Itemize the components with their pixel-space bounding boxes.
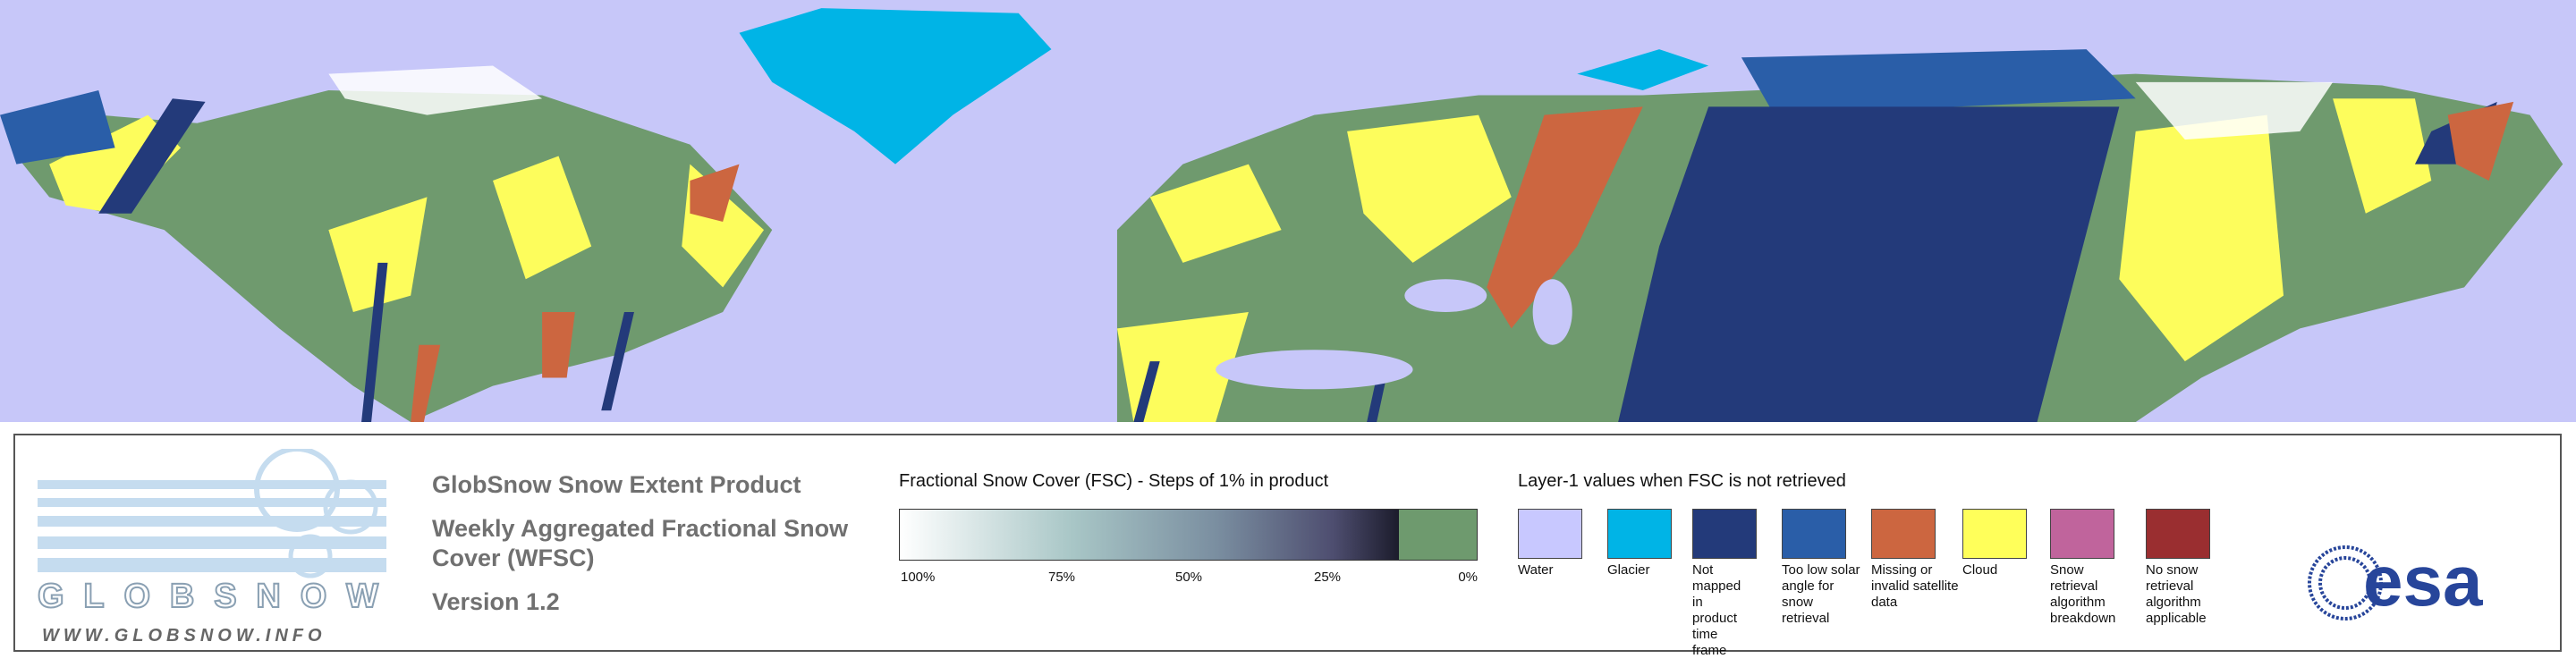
fsc-tick-label: 75%: [1047, 570, 1076, 585]
fsc-tick-label: 50%: [1174, 570, 1203, 585]
legend-label: Missing or invalid satellite data: [1871, 562, 1959, 610]
legend-swatch: [1607, 509, 1672, 559]
legend-swatch: [2146, 509, 2210, 559]
legend-label: Cloud: [1962, 562, 1998, 578]
legend-label: Not mapped in product time frame: [1692, 562, 1741, 658]
legend-swatch: [1871, 509, 1936, 559]
fsc-title: Fractional Snow Cover (FSC) - Steps of 1…: [899, 471, 1329, 491]
globsnow-logo: GLOBSNOW WWW.GLOBSNOW.INFO: [38, 449, 386, 646]
fsc-tick-label: 25%: [1313, 570, 1342, 585]
product-subtitle: Weekly Aggregated Fractional Snow Cover …: [432, 515, 849, 571]
legend-label: Water: [1518, 562, 1554, 578]
esa-text: esa: [2363, 543, 2483, 621]
legend-swatch: [1518, 509, 1582, 559]
logo-name: GLOBSNOW: [38, 578, 386, 615]
legend-label: Snow retrieval algorithm breakdown: [2050, 562, 2116, 626]
legend-swatch: [1782, 509, 1846, 559]
legend-panel: GLOBSNOW WWW.GLOBSNOW.INFO GlobSnow Snow…: [13, 434, 2562, 658]
layer1-title: Layer-1 values when FSC is not retrieved: [1518, 471, 1846, 491]
legend-swatch: [1962, 509, 2027, 559]
legend-swatch: [1692, 509, 1757, 559]
product-title: GlobSnow Snow Extent Product: [432, 471, 801, 498]
fsc-tick-label: 100%: [901, 570, 936, 585]
legend-label: No snow retrieval algorithm applicable: [2146, 562, 2207, 626]
logo-url: WWW.GLOBSNOW.INFO: [42, 626, 326, 646]
fsc-tick-label: 0%: [1458, 570, 1478, 585]
esa-logo: esa: [2308, 543, 2483, 621]
legend-swatch: [2050, 509, 2114, 559]
legend-label: Glacier: [1607, 562, 1650, 578]
product-version: Version 1.2: [432, 588, 560, 615]
snow-map: [0, 0, 2576, 422]
fsc-colorbar: [899, 509, 1478, 561]
legend-label: Too low solar angle for snow retrieval: [1782, 562, 1860, 626]
